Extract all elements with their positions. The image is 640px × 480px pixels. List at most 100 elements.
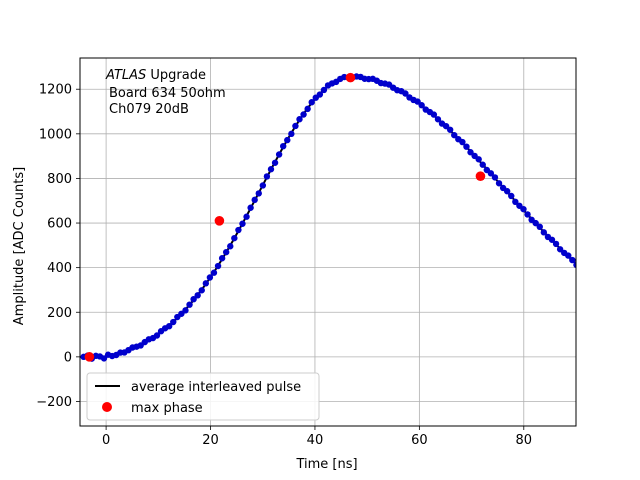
sample-point (288, 130, 295, 138)
sample-point (524, 211, 531, 218)
y-tick-label: 1000 (39, 127, 72, 142)
y-tick-label: 0 (64, 350, 72, 365)
sample-point (251, 196, 258, 204)
sample-point (259, 182, 267, 189)
sample-point (520, 205, 527, 213)
max-phase-point (475, 171, 486, 182)
sample-point (202, 280, 210, 287)
x-tick-label: 60 (411, 433, 428, 448)
y-axis-label: Amplitude [ADC Counts] (12, 167, 27, 325)
legend-label-max-phase: max phase (131, 401, 203, 416)
sample-point (255, 190, 262, 197)
max-phase-point (345, 72, 356, 83)
sample-point (446, 126, 454, 133)
sample-point (463, 143, 470, 150)
y-tick-label: −200 (36, 395, 72, 410)
sample-point (475, 156, 482, 163)
sample-point (239, 220, 246, 227)
sample-point (263, 173, 271, 180)
x-tick-label: 0 (102, 433, 110, 448)
annotation-line2: Board 634 50ohm (109, 86, 226, 101)
sample-point (267, 166, 275, 173)
average-pulse-line (80, 75, 576, 358)
sample-point (430, 111, 438, 118)
sample-point (467, 149, 474, 156)
sample-point (275, 151, 283, 158)
sample-point (552, 240, 560, 248)
sample-point (491, 174, 499, 181)
annotation: ATLAS Upgrade Board 634 50ohm Ch079 20dB (105, 68, 226, 117)
legend-box (86, 372, 320, 421)
max-phase-point (214, 216, 225, 226)
sample-point (153, 332, 161, 339)
sample-point (536, 223, 543, 231)
sample-point (222, 248, 230, 256)
sample-point (569, 256, 576, 264)
sample-point (487, 170, 495, 177)
sample-point (170, 318, 177, 326)
sample-point (556, 246, 564, 253)
sample-point (304, 105, 311, 113)
max-phase-point (84, 352, 95, 362)
sample-point (280, 142, 287, 150)
annotation-line1-rest: Upgrade (146, 68, 206, 83)
sample-point (508, 192, 515, 200)
sample-point (182, 307, 189, 314)
sample-point (186, 301, 193, 308)
sample-point (206, 274, 214, 281)
legend-marker-swatch (102, 402, 112, 412)
sample-point (214, 262, 222, 270)
y-tick-label: 200 (47, 306, 72, 321)
sample-point (532, 219, 539, 227)
sample-point (479, 161, 486, 168)
sample-point (320, 86, 328, 94)
legend-label-average: average interleaved pulse (131, 380, 301, 395)
sample-point (292, 122, 299, 130)
legend: average interleaved pulse max phase (86, 372, 320, 421)
sample-point (316, 91, 324, 98)
series-layer (80, 72, 583, 362)
ticks: 0 20 40 60 80 −200 0 200 400 600 800 1000 1200 (36, 83, 532, 448)
sample-point (165, 322, 173, 330)
sample-point (512, 198, 519, 205)
y-tick-label: 400 (47, 261, 72, 276)
sample-point (451, 131, 458, 139)
annotation-line1: ATLAS Upgrade (105, 68, 206, 83)
sample-point (308, 99, 315, 106)
sample-point (548, 236, 556, 243)
sample-point (227, 243, 234, 250)
sample-point (418, 102, 425, 109)
y-tick-label: 800 (47, 172, 72, 187)
sample-point (565, 252, 572, 259)
sample-point (190, 295, 197, 303)
plot-area (80, 72, 583, 362)
sample-point (218, 255, 226, 262)
plot-frame (79, 57, 577, 427)
sample-point (100, 355, 108, 362)
sample-point (243, 213, 250, 220)
sample-point (495, 180, 503, 187)
sample-point (194, 292, 201, 299)
sample-point (271, 159, 279, 166)
sample-point (198, 287, 205, 294)
y-tick-label: 600 (47, 217, 72, 232)
sample-point (235, 226, 242, 234)
sample-point (414, 98, 421, 105)
sample-point (296, 116, 303, 123)
sample-point (434, 116, 442, 123)
sample-point (402, 90, 409, 97)
sample-point (247, 204, 254, 211)
x-tick-label: 20 (202, 433, 219, 448)
sample-point (284, 136, 291, 144)
x-tick-label: 40 (307, 433, 324, 448)
sample-point (573, 261, 576, 269)
sample-point (577, 264, 583, 270)
sample-point (459, 138, 466, 146)
sample-point (540, 229, 548, 236)
sample-point (503, 188, 511, 195)
sample-point (210, 269, 218, 276)
x-axis-label: Time [ns] (295, 457, 357, 472)
annotation-line3: Ch079 20dB (109, 102, 189, 117)
x-tick-label: 80 (516, 433, 533, 448)
sample-point (231, 234, 238, 242)
